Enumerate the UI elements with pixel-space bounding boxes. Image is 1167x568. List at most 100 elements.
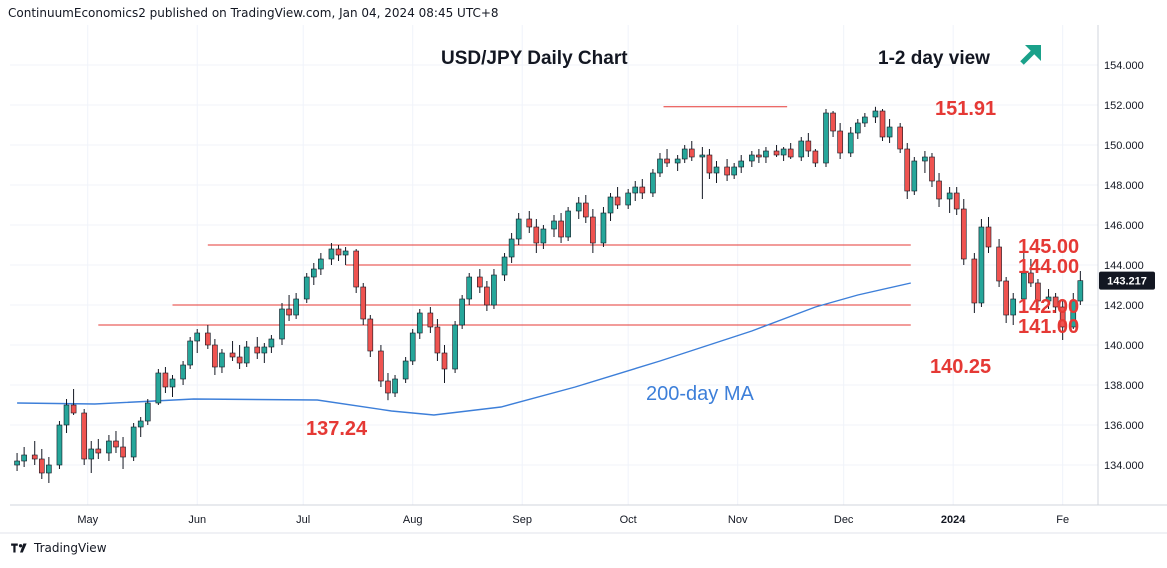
candle [650, 169, 656, 197]
x-tick-label: Nov [728, 514, 748, 526]
candle-body [1070, 300, 1077, 328]
candle [978, 219, 985, 307]
candle [63, 399, 70, 433]
candle [88, 441, 95, 473]
candle-body [367, 318, 374, 352]
candle [137, 417, 144, 437]
candle [378, 345, 384, 387]
candle-body [452, 324, 458, 370]
candle [434, 319, 441, 361]
candle-body [427, 312, 434, 328]
candle-body [14, 460, 20, 466]
candle [706, 149, 713, 179]
candle [886, 119, 893, 143]
candle-body [812, 150, 819, 164]
candle [427, 307, 434, 333]
candle-body [886, 126, 893, 138]
last-price-tag: 143.217 [1099, 271, 1155, 290]
candle-body [318, 258, 324, 270]
candle-body [21, 454, 27, 462]
candle-body [353, 250, 359, 288]
candle-body [798, 140, 805, 158]
candle [639, 179, 646, 199]
y-tick-label: 150.000 [1104, 140, 1144, 152]
candle-body [310, 268, 317, 278]
candle-body [180, 364, 186, 380]
ma-200-line [17, 282, 911, 416]
candle-body [664, 158, 670, 164]
candle [70, 389, 77, 415]
candle [1045, 289, 1052, 309]
candle-body [738, 160, 745, 168]
candle [971, 253, 978, 313]
tradingview-brand[interactable]: TradingView [10, 541, 107, 555]
candle-body [441, 352, 448, 370]
candle [360, 283, 367, 325]
candle-body [699, 154, 706, 158]
candle-body [639, 186, 646, 194]
candle-body [946, 192, 953, 200]
y-tick-label: 138.000 [1104, 380, 1144, 392]
candle-body [1010, 298, 1017, 316]
candle [484, 281, 490, 311]
candle [812, 149, 819, 167]
candle-body [600, 212, 607, 244]
candle-body [911, 160, 918, 192]
candle-body [1045, 296, 1052, 302]
candle-body [657, 158, 663, 174]
candle-body [879, 110, 886, 138]
level-label: 141.00 [1018, 316, 1079, 338]
candle-body [607, 196, 614, 214]
candle-body [823, 112, 829, 164]
candle-body [63, 404, 70, 426]
candle [936, 173, 942, 207]
x-tick-label: Sep [512, 514, 532, 526]
candle-body [243, 346, 250, 364]
candle [805, 133, 812, 157]
level-lines [98, 106, 911, 326]
candle-body [953, 192, 960, 210]
candle-body [137, 420, 144, 428]
candle [385, 373, 391, 401]
candle [749, 151, 755, 167]
candle-body [805, 140, 812, 152]
candle [130, 423, 137, 461]
candle-body [632, 186, 639, 194]
candle [780, 147, 787, 161]
candle [14, 453, 20, 471]
candle-body [392, 378, 398, 394]
annotation-label: 137.24 [306, 418, 368, 440]
x-tick-label: Oct [620, 514, 637, 526]
candle [409, 329, 416, 365]
candle [946, 187, 953, 213]
candle-body [625, 192, 631, 206]
arrow-up-right-icon [1020, 45, 1041, 65]
candle-body [205, 332, 211, 346]
candle [310, 263, 317, 285]
candle [922, 151, 928, 173]
y-tick-label: 152.000 [1104, 100, 1144, 112]
candle-body [854, 122, 861, 134]
candle [657, 153, 663, 177]
candle-body [342, 250, 349, 256]
candle [756, 149, 762, 163]
candle [837, 123, 843, 159]
candle [798, 137, 805, 161]
candle [1070, 293, 1077, 329]
candle [303, 273, 310, 303]
candle-body [409, 332, 416, 362]
candle [477, 269, 483, 293]
y-tick-label: 154.000 [1104, 60, 1144, 72]
candle [862, 113, 868, 127]
x-tick-label: Jun [188, 514, 206, 526]
candle-body [501, 256, 508, 276]
candle-body [491, 274, 497, 306]
candle [402, 357, 409, 383]
publisher-line: ContinuumEconomics2 published on Trading… [8, 6, 499, 20]
candle [342, 247, 349, 265]
candle-body [650, 172, 656, 194]
candle-body [897, 126, 903, 150]
candle-body [169, 378, 176, 388]
candle-body [254, 346, 261, 354]
candle-body [162, 372, 169, 388]
